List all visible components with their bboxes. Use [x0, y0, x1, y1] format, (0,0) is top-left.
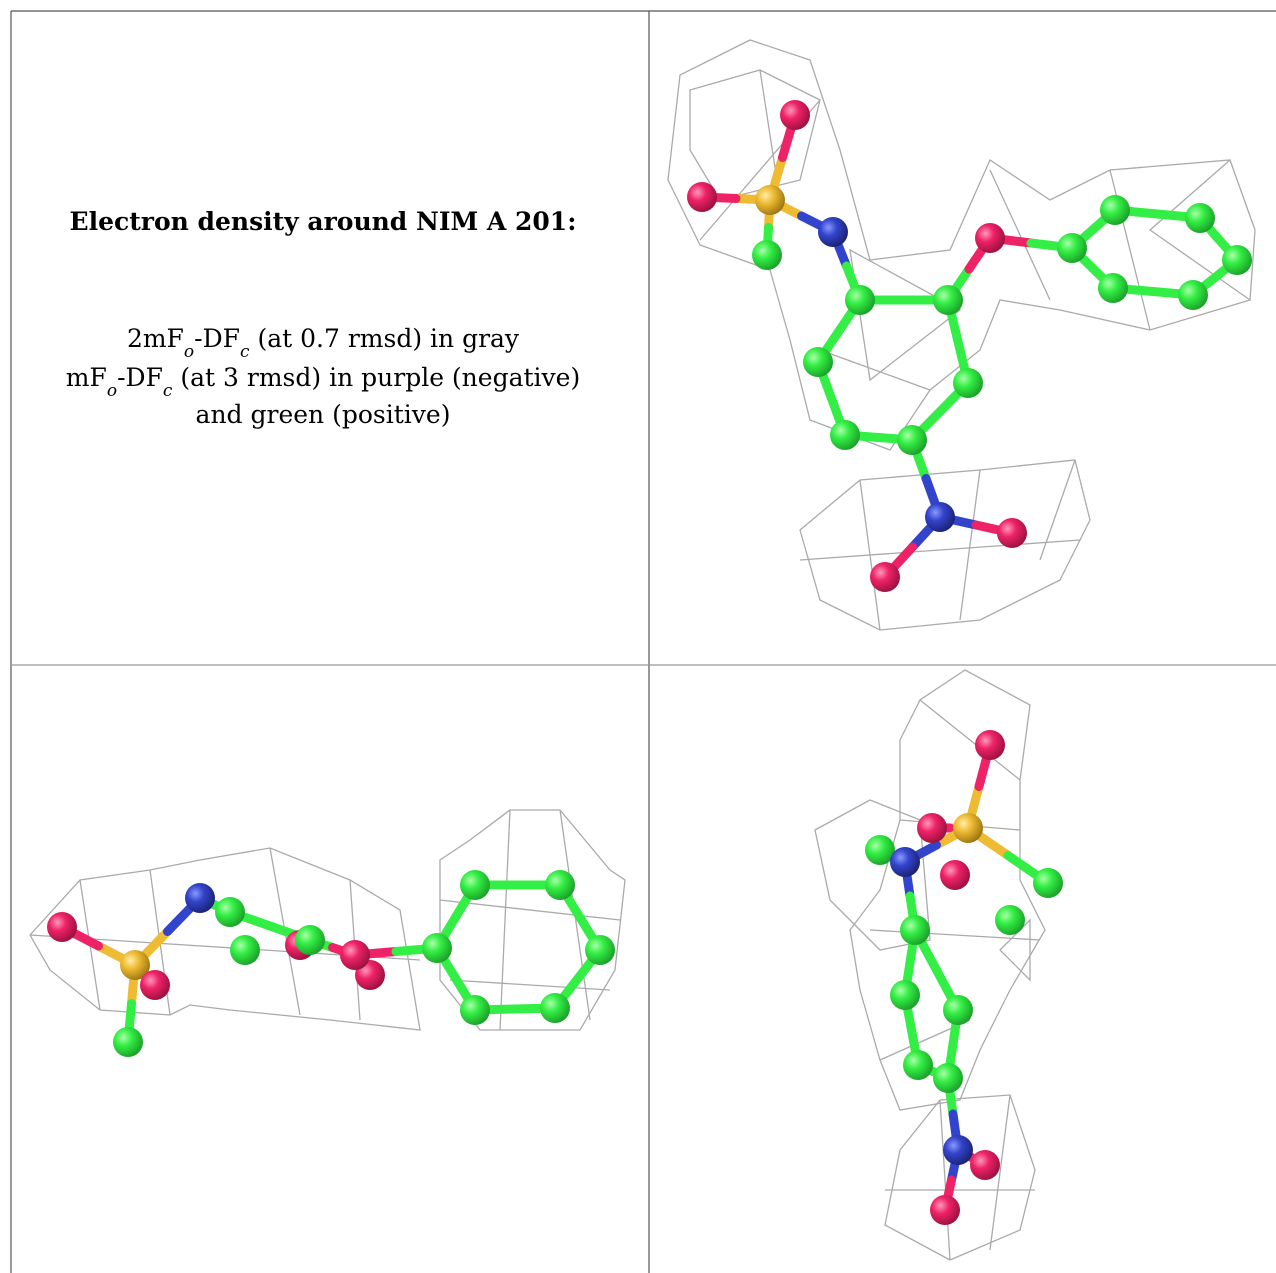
- atom: [997, 518, 1027, 548]
- atom: [890, 980, 920, 1010]
- atom: [230, 935, 260, 965]
- atom: [755, 185, 785, 215]
- atom: [140, 970, 170, 1000]
- caption: Electron density around NIM A 201: 2mFo-…: [66, 207, 580, 429]
- atom: [975, 730, 1005, 760]
- atom: [970, 1150, 1000, 1180]
- atom: [870, 562, 900, 592]
- atom: [460, 870, 490, 900]
- atom: [897, 425, 927, 455]
- frame: [10, 10, 1276, 1273]
- atom: [185, 883, 215, 913]
- atom: [890, 847, 920, 877]
- atom: [585, 935, 615, 965]
- atom: [925, 502, 955, 532]
- atom: [295, 925, 325, 955]
- caption-title: Electron density around NIM A 201:: [70, 207, 577, 236]
- atom: [687, 182, 717, 212]
- atom: [975, 223, 1005, 253]
- atom: [752, 240, 782, 270]
- atom: [120, 950, 150, 980]
- atom: [1178, 280, 1208, 310]
- atom: [903, 1050, 933, 1080]
- atom: [1222, 245, 1252, 275]
- atom: [460, 995, 490, 1025]
- atom: [47, 912, 77, 942]
- atom: [1185, 203, 1215, 233]
- caption-line: mFo-DFc (at 3 rmsd) in purple (negative): [66, 363, 580, 401]
- molecule: [47, 100, 1252, 1225]
- atom: [818, 217, 848, 247]
- atom: [780, 100, 810, 130]
- atom: [113, 1027, 143, 1057]
- caption-line: and green (positive): [196, 400, 451, 429]
- atom: [1057, 233, 1087, 263]
- atom: [830, 420, 860, 450]
- caption-line: 2mFo-DFc (at 0.7 rmsd) in gray: [127, 324, 520, 362]
- atom: [1098, 273, 1128, 303]
- atom: [1033, 868, 1063, 898]
- atom: [540, 993, 570, 1023]
- atom: [933, 1063, 963, 1093]
- atom: [943, 995, 973, 1025]
- atom: [803, 347, 833, 377]
- atom: [953, 813, 983, 843]
- atom: [845, 285, 875, 315]
- atom: [340, 940, 370, 970]
- atom: [865, 835, 895, 865]
- atom: [940, 860, 970, 890]
- atom: [933, 285, 963, 315]
- atom: [995, 905, 1025, 935]
- atom: [422, 933, 452, 963]
- atom: [545, 870, 575, 900]
- atom: [930, 1195, 960, 1225]
- atom: [1100, 195, 1130, 225]
- atom: [900, 915, 930, 945]
- atom: [943, 1135, 973, 1165]
- atom: [953, 368, 983, 398]
- atom: [917, 813, 947, 843]
- atom: [215, 897, 245, 927]
